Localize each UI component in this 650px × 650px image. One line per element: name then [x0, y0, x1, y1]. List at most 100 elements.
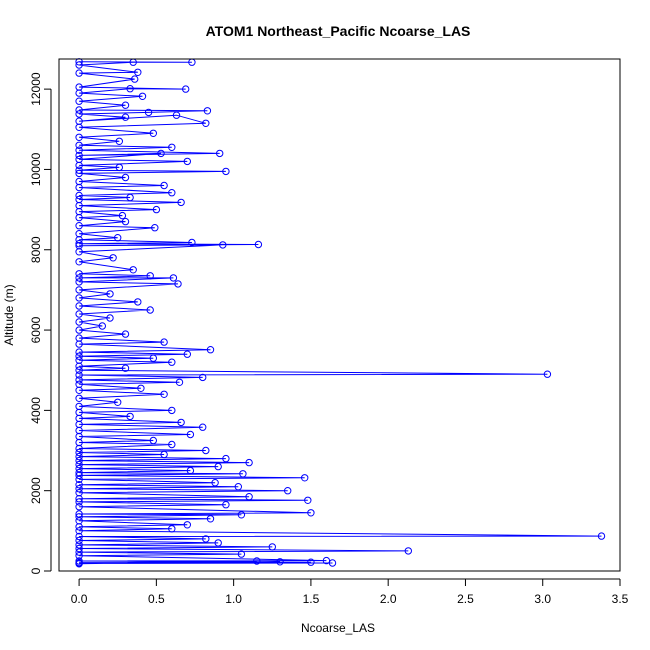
data-point: [211, 479, 219, 487]
data-point: [328, 559, 337, 567]
data-point: [106, 290, 114, 298]
data-point: [75, 278, 83, 286]
x-axis-label: Ncoarse_LAS: [301, 621, 375, 635]
x-tick-label: 3.5: [612, 592, 629, 606]
data-point: [115, 137, 124, 146]
data-point: [75, 106, 83, 114]
data-point: [75, 362, 83, 370]
data-point: [254, 240, 263, 249]
data-point: [222, 454, 230, 463]
data-point: [199, 373, 207, 382]
data-point: [168, 406, 176, 415]
data-point: [151, 224, 159, 232]
x-tick-label: 0.5: [148, 592, 165, 606]
data-point: [168, 189, 176, 197]
data-point: [219, 241, 227, 249]
y-axis: 0 2000 4000 6000 8000 10000 12000: [29, 72, 52, 574]
x-tick-label: 3.0: [534, 592, 551, 606]
data-point: [177, 418, 185, 427]
data-point: [115, 163, 124, 172]
data-point: [75, 548, 83, 556]
data-point: [75, 444, 83, 453]
y-tick-label: 4000: [29, 397, 43, 424]
data-point: [75, 166, 83, 174]
data-point: [237, 511, 246, 519]
data-point: [202, 446, 210, 455]
data-point: [114, 234, 122, 242]
data-point: [75, 191, 83, 200]
x-axis: 0.0 0.5 1.0 1.5 2.0 2.5 3.0 3.5: [71, 578, 629, 606]
data-point: [137, 384, 145, 392]
data-point: [160, 338, 168, 346]
data-point: [146, 306, 154, 314]
data-point: [75, 302, 83, 310]
data-point: [75, 151, 83, 160]
data-point: [322, 556, 331, 565]
data-point: [206, 346, 215, 354]
data-point: [160, 390, 168, 398]
data-point: [75, 481, 83, 489]
y-tick-label: 2000: [29, 477, 43, 504]
data-point: [75, 340, 83, 348]
data-point: [543, 370, 552, 378]
data-point: [206, 515, 215, 523]
data-point: [126, 193, 134, 202]
y-tick-label: 10000: [29, 152, 43, 186]
data-point: [404, 547, 412, 555]
data-point: [75, 286, 83, 294]
data-point: [169, 274, 178, 282]
data-point: [75, 386, 83, 394]
data-point: [168, 358, 176, 366]
data-point: [253, 557, 261, 565]
data-point: [75, 352, 83, 360]
data-point: [98, 322, 107, 330]
data-point: [597, 532, 606, 540]
data-point: [75, 475, 83, 484]
data-point: [118, 211, 127, 220]
data-point: [75, 270, 83, 278]
data-point: [75, 541, 83, 549]
y-tick-label: 12000: [29, 72, 43, 106]
data-point: [177, 198, 185, 207]
data-point: [75, 294, 83, 302]
x-tick-label: 2.5: [457, 592, 474, 606]
data-point: [186, 466, 195, 475]
data-point: [75, 248, 83, 256]
data-point: [149, 436, 158, 445]
data-point: [138, 92, 147, 101]
data-point: [160, 181, 168, 190]
data-point: [75, 394, 83, 402]
data-point: [75, 326, 83, 334]
y-tick-label: 6000: [29, 316, 43, 343]
data-point: [121, 217, 130, 226]
series-line: [79, 61, 602, 565]
data-point: [183, 521, 192, 529]
data-point: [75, 498, 83, 506]
data-point: [75, 69, 83, 77]
data-point: [75, 169, 83, 178]
data-point: [75, 222, 83, 230]
data-point: [245, 493, 253, 501]
data-point: [183, 157, 192, 166]
data-point: [126, 412, 134, 421]
data-point: [121, 364, 130, 372]
data-point: [214, 462, 222, 471]
data-point: [121, 101, 130, 109]
data-point: [75, 371, 83, 379]
data-point: [284, 487, 292, 495]
data-point: [237, 550, 246, 558]
data-point: [234, 483, 243, 491]
data-point: [199, 423, 207, 431]
data-point: [75, 471, 83, 480]
data-point: [276, 558, 284, 566]
data-point: [75, 348, 83, 356]
plot-frame: [58, 58, 621, 572]
data-point: [160, 450, 168, 459]
data-point: [75, 141, 83, 150]
data-point: [75, 513, 83, 521]
y-tick-label: 8000: [29, 236, 43, 263]
data-point: [222, 167, 230, 176]
data-point: [75, 133, 83, 142]
